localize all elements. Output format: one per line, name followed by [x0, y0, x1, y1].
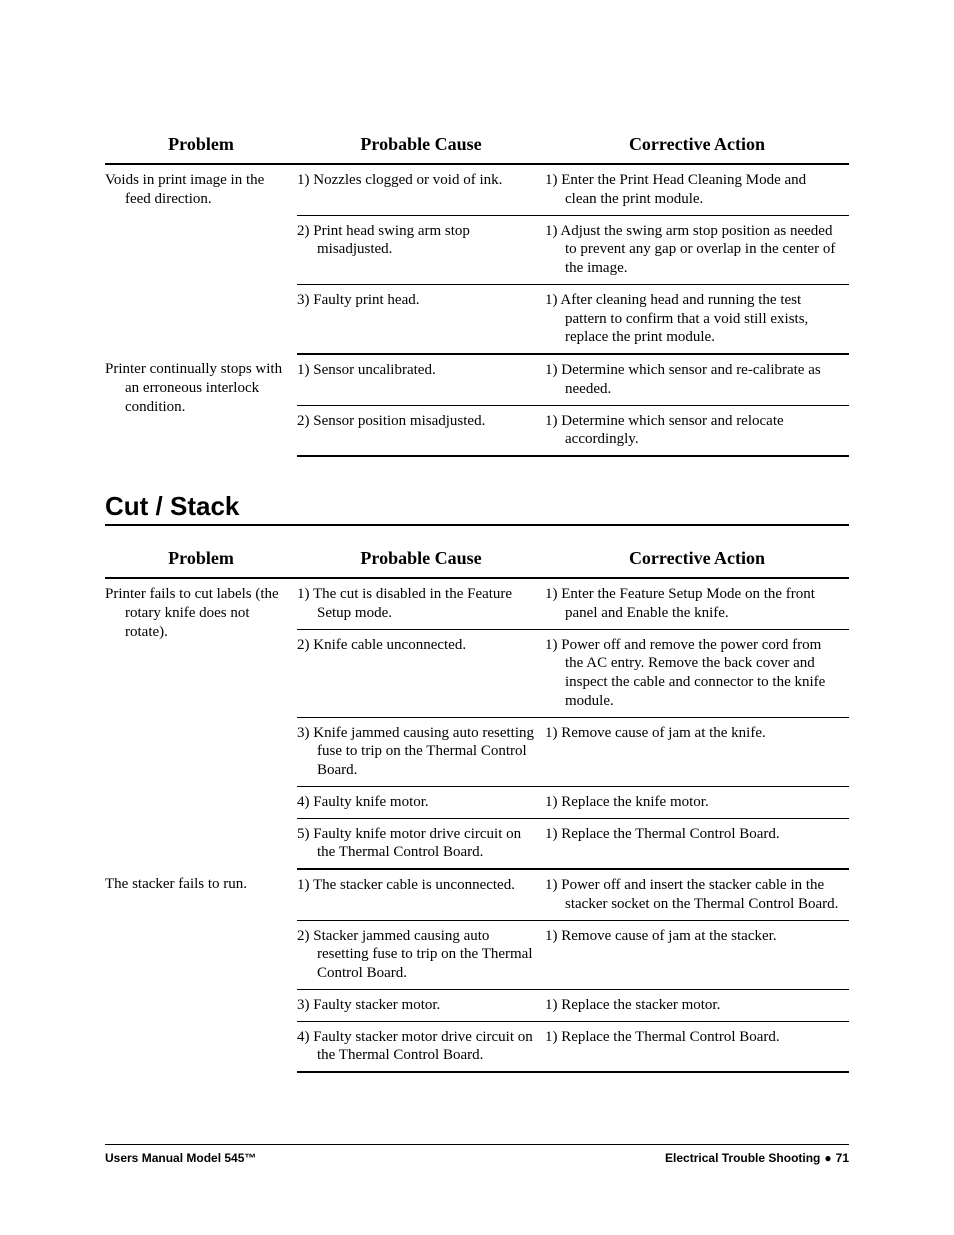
cause-cell: 2) Stacker jammed causing auto resetting… — [297, 920, 545, 989]
table-row: Voids in print image in the feed directi… — [105, 164, 849, 215]
problem-cell: Printer continually stops with an errone… — [105, 354, 297, 456]
cause-cell: 5) Faulty knife motor drive circuit on t… — [297, 818, 545, 869]
cause-cell: 3) Faulty stacker motor. — [297, 989, 545, 1021]
footer-right: Electrical Trouble Shooting●71 — [665, 1151, 849, 1165]
cause-cell: 1) Nozzles clogged or void of ink. — [297, 164, 545, 215]
col-header-action: Corrective Action — [545, 130, 849, 164]
col-header-action: Corrective Action — [545, 544, 849, 578]
col-header-problem: Problem — [105, 544, 297, 578]
problem-cell: Printer fails to cut labels (the rotary … — [105, 578, 297, 869]
problem-text: Printer fails to cut labels (the rotary … — [105, 585, 289, 641]
table-header-row: Problem Probable Cause Corrective Action — [105, 130, 849, 164]
table-header-row: Problem Probable Cause Corrective Action — [105, 544, 849, 578]
troubleshoot-table-print: Problem Probable Cause Corrective Action… — [105, 130, 849, 457]
problem-cell: Voids in print image in the feed directi… — [105, 164, 297, 354]
cause-cell: 1) The stacker cable is unconnected. — [297, 869, 545, 920]
action-cell: 1) After cleaning head and running the t… — [545, 284, 849, 354]
troubleshoot-table-cutstack: Problem Probable Cause Corrective Action… — [105, 544, 849, 1073]
cause-cell: 1) Sensor uncalibrated. — [297, 354, 545, 405]
action-cell: 1) Enter the Feature Setup Mode on the f… — [545, 578, 849, 629]
table-row: Printer fails to cut labels (the rotary … — [105, 578, 849, 629]
action-cell: 1) Replace the Thermal Control Board. — [545, 818, 849, 869]
col-header-cause: Probable Cause — [297, 130, 545, 164]
problem-text: Voids in print image in the feed directi… — [105, 171, 289, 209]
cause-cell: 4) Faulty knife motor. — [297, 786, 545, 818]
problem-text: Printer continually stops with an errone… — [105, 360, 289, 416]
problem-text: The stacker fails to run. — [105, 875, 289, 894]
col-header-problem: Problem — [105, 130, 297, 164]
col-header-cause: Probable Cause — [297, 544, 545, 578]
cause-cell: 2) Knife cable unconnected. — [297, 629, 545, 717]
footer-page-number: 71 — [836, 1151, 849, 1165]
cause-cell: 1) The cut is disabled in the Feature Se… — [297, 578, 545, 629]
footer-left: Users Manual Model 545™ — [105, 1151, 256, 1165]
action-cell: 1) Enter the Print Head Cleaning Mode an… — [545, 164, 849, 215]
cause-cell: 3) Knife jammed causing auto resetting f… — [297, 717, 545, 786]
cause-cell: 2) Print head swing arm stop misadjusted… — [297, 215, 545, 284]
footer-section: Electrical Trouble Shooting — [665, 1151, 820, 1165]
action-cell: 1) Replace the stacker motor. — [545, 989, 849, 1021]
action-cell: 1) Remove cause of jam at the knife. — [545, 717, 849, 786]
bullet-icon: ● — [820, 1151, 835, 1165]
action-cell: 1) Determine which sensor and re-calibra… — [545, 354, 849, 405]
table-row: The stacker fails to run. 1) The stacker… — [105, 869, 849, 920]
page-footer: Users Manual Model 545™ Electrical Troub… — [105, 1144, 849, 1165]
problem-cell: The stacker fails to run. — [105, 869, 297, 1072]
manual-page: Problem Probable Cause Corrective Action… — [0, 0, 954, 1235]
action-cell: 1) Replace the knife motor. — [545, 786, 849, 818]
action-cell: 1) Power off and remove the power cord f… — [545, 629, 849, 717]
cause-cell: 4) Faulty stacker motor drive circuit on… — [297, 1021, 545, 1072]
action-cell: 1) Adjust the swing arm stop position as… — [545, 215, 849, 284]
cause-cell: 2) Sensor position misadjusted. — [297, 405, 545, 456]
cause-cell: 3) Faulty print head. — [297, 284, 545, 354]
action-cell: 1) Determine which sensor and relocate a… — [545, 405, 849, 456]
action-cell: 1) Replace the Thermal Control Board. — [545, 1021, 849, 1072]
section-heading-cut-stack: Cut / Stack — [105, 491, 849, 526]
action-cell: 1) Power off and insert the stacker cabl… — [545, 869, 849, 920]
action-cell: 1) Remove cause of jam at the stacker. — [545, 920, 849, 989]
table-row: Printer continually stops with an errone… — [105, 354, 849, 405]
